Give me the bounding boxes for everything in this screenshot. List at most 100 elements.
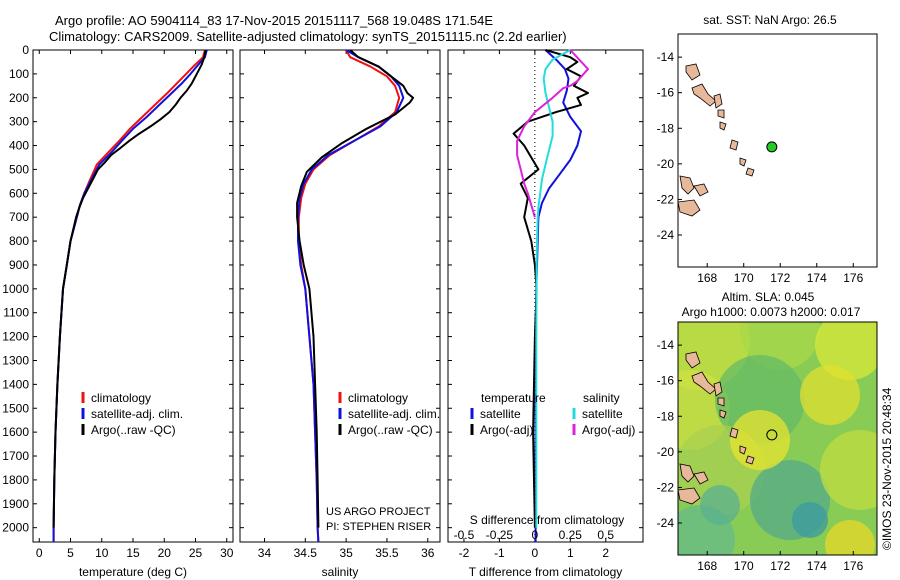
- plot-frame: [447, 49, 644, 543]
- depth-tick-label: 500: [9, 162, 29, 176]
- depth-tick-label: 700: [9, 210, 29, 224]
- depth-tick-label: 1000: [2, 282, 29, 296]
- island: [679, 463, 695, 483]
- plot-frame: [239, 49, 441, 543]
- island: [693, 471, 709, 485]
- map-x-tick-label: 174: [807, 559, 827, 573]
- depth-tick-label: 1200: [2, 330, 29, 344]
- map-y-tick-label: -18: [657, 409, 675, 423]
- temperature-panel: 0100200300400500600700800900100011001200…: [2, 43, 233, 579]
- depth-tick-label: 1900: [2, 497, 29, 511]
- depth-tick-label: 2000: [2, 521, 29, 535]
- x-axis-label: T difference from climatology: [469, 565, 623, 579]
- map-x-tick-label: 168: [697, 271, 717, 285]
- x-tick-label: 25: [189, 546, 203, 560]
- x-tick-label: 36: [421, 546, 435, 560]
- legend-entry: satellite-adj. clim.: [348, 407, 440, 421]
- x-tick-label: 34: [258, 546, 272, 560]
- heatmap-cell: [800, 365, 860, 425]
- series-line-3: [516, 49, 589, 218]
- top-tick-label: 0: [532, 528, 539, 542]
- map-frame: [677, 321, 878, 556]
- island: [745, 167, 755, 177]
- island: [729, 139, 739, 151]
- x-tick-label: 35: [339, 546, 353, 560]
- island: [739, 157, 747, 167]
- map-x-tick-label: 176: [843, 559, 863, 573]
- map-y-tick-label: -22: [657, 192, 675, 206]
- sst-map-panel: 168 170 172 174 176 -14 -16 -18 -20 -22 -24 sat. SS…: [657, 13, 878, 285]
- legend-entry: Argo(-adj): [582, 423, 635, 437]
- depth-tick-label: 800: [9, 234, 29, 248]
- sla-map-title-line-2: Argo h1000: 0.0073 h2000: 0.017: [682, 305, 861, 319]
- credit-text: ©IMOS 23-Nov-2015 20:48:34: [880, 387, 894, 550]
- header-line-2: Climatology: CARS2009. Satellite-adjuste…: [49, 29, 567, 44]
- island: [745, 455, 755, 465]
- float-marker: [766, 429, 778, 441]
- heatmap-cell: [730, 410, 790, 470]
- map-y-tick-label: -16: [657, 86, 675, 100]
- legend-entry: satellite: [480, 407, 521, 421]
- depth-tick-label: 1500: [2, 401, 29, 415]
- legend-entry: Argo(-adj): [480, 423, 533, 437]
- x-tick-label: 34.5: [294, 546, 318, 560]
- legend-heading: temperature: [481, 391, 546, 405]
- x-tick-label: 5: [67, 546, 74, 560]
- top-axis-label: S difference from climatology: [470, 513, 625, 527]
- map-x-tick-label: 172: [770, 271, 790, 285]
- series-line-1: [297, 49, 405, 543]
- sla-map-title-line-1: Altim. SLA: 0.045: [722, 290, 815, 304]
- x-tick-label: 10: [95, 546, 109, 560]
- difference-panel: -2 -1 0 1 2 T difference from climatology -0.5…: [447, 49, 644, 579]
- x-tick-label: 35.5: [375, 546, 399, 560]
- legend-entry: Argo(..raw -QC): [91, 423, 176, 437]
- top-tick-label: -0.25: [486, 528, 514, 542]
- project-annotation: US ARGO PROJECT: [326, 506, 431, 518]
- depth-tick-label: 400: [9, 139, 29, 153]
- x-tick-label: 30: [220, 546, 234, 560]
- header-line-1: Argo profile: AO 5904114_83 17-Nov-2015 …: [55, 13, 493, 28]
- depth-tick-label: 1700: [2, 449, 29, 463]
- top-tick-label: 0.5: [597, 528, 614, 542]
- map-x-tick-label: 172: [770, 559, 790, 573]
- island: [685, 63, 701, 81]
- depth-tick-label: 600: [9, 186, 29, 200]
- sla-map-panel: 168 170 172 174 176 -14 -16 -18 -20 -22 -24 Altim. …: [657, 290, 878, 573]
- map-y-tick-label: -24: [657, 228, 675, 242]
- depth-tick-label: 100: [9, 67, 29, 81]
- x-tick-label: 15: [126, 546, 140, 560]
- island: [691, 371, 717, 395]
- legend-heading: salinity: [583, 391, 620, 405]
- island: [719, 121, 727, 131]
- legend-entry: satellite-adj. clim.: [91, 407, 183, 421]
- map-y-tick-label: -14: [657, 50, 675, 64]
- heatmap-cell: [792, 502, 828, 538]
- top-tick-label: -0.5: [454, 528, 475, 542]
- island: [717, 397, 725, 407]
- x-tick-label: 0: [36, 546, 43, 560]
- x-tick-label: -2: [459, 546, 470, 560]
- island: [713, 93, 723, 109]
- island: [693, 183, 709, 197]
- top-tick-label: 0.25: [559, 528, 583, 542]
- depth-tick-label: 300: [9, 115, 29, 129]
- map-y-tick-label: -22: [657, 480, 675, 494]
- legend-entry: climatology: [91, 391, 151, 405]
- island: [729, 427, 739, 439]
- map-y-tick-label: -16: [657, 374, 675, 388]
- x-axis-label: temperature (deg C): [79, 565, 187, 579]
- legend-entry: Argo(..raw -QC): [348, 423, 433, 437]
- project-annotation: PI: STEPHEN RISER: [326, 521, 431, 533]
- map-x-tick-label: 174: [807, 271, 827, 285]
- x-tick-label: 20: [158, 546, 172, 560]
- depth-tick-label: 1800: [2, 473, 29, 487]
- island: [713, 381, 723, 397]
- depth-tick-label: 1300: [2, 353, 29, 367]
- legend-entry: satellite: [582, 407, 623, 421]
- island: [679, 175, 695, 195]
- x-tick-label: 1: [567, 546, 574, 560]
- map-x-tick-label: 168: [697, 559, 717, 573]
- heatmap-cell: [700, 485, 740, 525]
- depth-tick-label: 1100: [3, 306, 29, 320]
